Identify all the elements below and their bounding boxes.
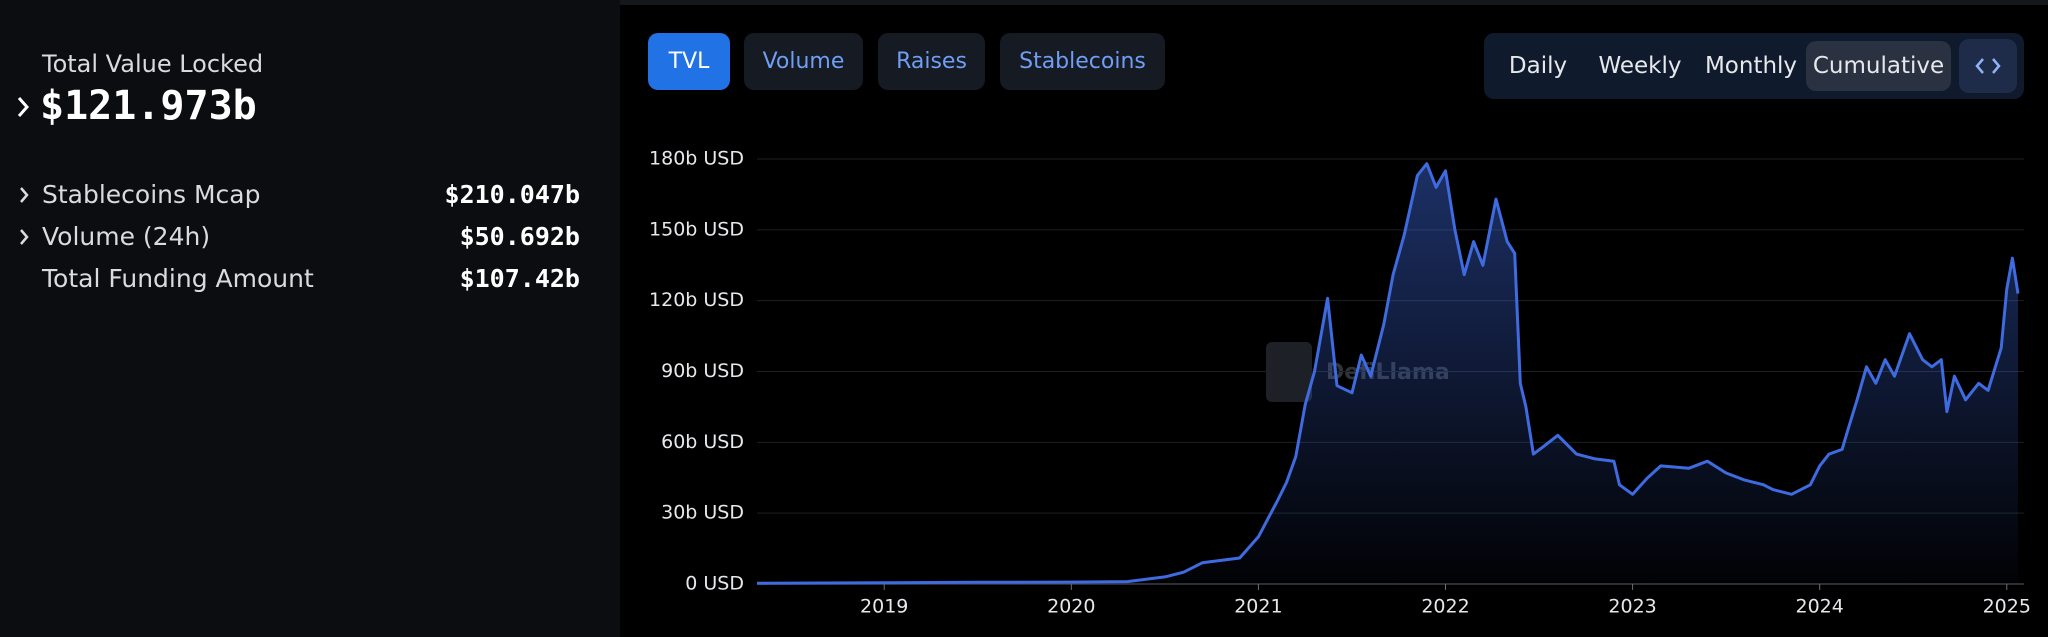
y-tick-label: 120b USD [649, 289, 744, 311]
period-button[interactable]: Weekly [1598, 53, 1682, 79]
top-border [0, 0, 2048, 5]
y-tick-label: 30b USD [661, 502, 744, 524]
x-tick-label: 2023 [1608, 596, 1656, 618]
y-tick-label: 90b USD [661, 360, 744, 382]
tab-button[interactable]: Raises [878, 33, 985, 90]
chevron[interactable] [18, 186, 30, 204]
summary-panel: Total Value Locked $121.973b Stablecoins… [0, 0, 620, 637]
period-button[interactable]: Cumulative [1806, 41, 1951, 91]
tvl-value: $121.973b [40, 83, 257, 129]
x-tick-label: 2024 [1796, 596, 1844, 618]
tab-button[interactable]: TVL [648, 33, 730, 90]
metric-value: $210.047b [444, 180, 580, 209]
x-tick-label: 2019 [860, 596, 908, 618]
y-tick-label: 0 USD [685, 573, 744, 595]
embed-icon [1975, 58, 2001, 74]
tab-button[interactable]: Stablecoins [1000, 33, 1165, 90]
y-tick-label: 60b USD [661, 431, 744, 453]
metric-label: Total Funding Amount [42, 264, 314, 293]
metric-value: $50.692b [459, 222, 580, 251]
embed-button[interactable] [1959, 39, 2017, 93]
metric-label: Volume (24h) [42, 222, 211, 251]
tab-button[interactable]: Volume [744, 33, 863, 90]
tvl-label: Total Value Locked [42, 50, 264, 78]
chevron[interactable] [16, 96, 30, 118]
period-selector: Daily Weekly Monthly Cumulative [1484, 33, 2024, 99]
y-tick-label: 180b USD [649, 148, 744, 170]
metric-label: Stablecoins Mcap [42, 180, 261, 209]
period-button[interactable]: Daily [1508, 53, 1568, 79]
x-tick-label: 2020 [1047, 596, 1095, 618]
x-tick-label: 2025 [1983, 596, 2031, 618]
metric-value: $107.42b [459, 264, 580, 293]
x-tick-label: 2022 [1421, 596, 1469, 618]
period-button[interactable]: Monthly [1704, 53, 1798, 79]
line [756, 162, 2020, 585]
area-fill [757, 163, 2018, 584]
y-tick-label: 150b USD [649, 218, 744, 240]
chevron[interactable] [18, 228, 30, 246]
x-tick-label: 2021 [1234, 596, 1282, 618]
